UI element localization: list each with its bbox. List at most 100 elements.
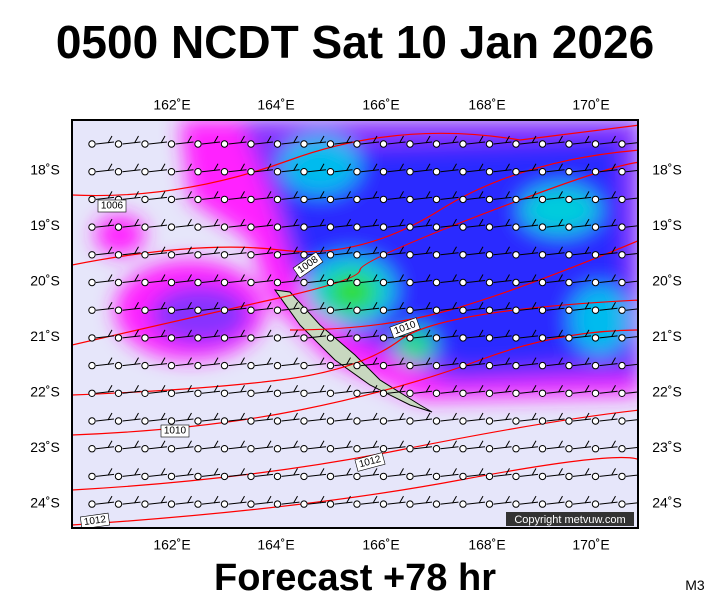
- barb-flag: [584, 246, 590, 255]
- station: [273, 195, 282, 204]
- lon-label: 168˚E: [468, 537, 505, 553]
- barb: [360, 335, 380, 339]
- barb: [440, 307, 459, 311]
- station: [591, 472, 600, 481]
- barb-flag: [319, 329, 325, 338]
- isobar-label: 1010: [160, 424, 190, 438]
- barb-flag: [452, 468, 457, 476]
- station: [300, 195, 308, 204]
- isobar-label-box: [354, 452, 386, 472]
- barb: [254, 418, 274, 422]
- barb: [122, 418, 141, 422]
- station: [273, 334, 282, 342]
- barb-flag: [187, 246, 192, 255]
- barb: [95, 141, 115, 145]
- barb-flag: [425, 301, 431, 310]
- barb-flag: [187, 163, 192, 171]
- barb-flag: [319, 163, 325, 171]
- barb-flag: [293, 191, 298, 199]
- station: [220, 251, 229, 259]
- barb-flag: [107, 495, 113, 504]
- barb: [546, 363, 565, 367]
- barb-flag: [452, 218, 457, 227]
- barb: [228, 224, 247, 228]
- station: [459, 140, 467, 148]
- barb-flag: [160, 246, 166, 255]
- station: [141, 278, 149, 287]
- barb: [360, 363, 380, 367]
- barb-flag: [399, 440, 404, 448]
- station: [247, 389, 255, 397]
- barb-flag: [266, 301, 272, 310]
- barb: [254, 169, 274, 173]
- barb-flag: [372, 329, 378, 338]
- station: [194, 251, 202, 259]
- station: [565, 361, 573, 370]
- station: [141, 195, 149, 204]
- barb: [413, 335, 433, 339]
- station: [379, 500, 388, 508]
- barb: [95, 335, 115, 339]
- barb: [228, 335, 247, 339]
- station: [591, 223, 600, 231]
- station: [326, 334, 335, 342]
- barb-flag: [346, 274, 351, 282]
- station: [326, 195, 335, 204]
- barb: [413, 196, 433, 200]
- barb: [307, 418, 327, 422]
- barb-flag: [293, 329, 298, 338]
- barb: [148, 252, 168, 256]
- barb: [599, 446, 618, 450]
- station: [485, 223, 494, 231]
- lon-label: 164˚E: [257, 537, 294, 553]
- barb: [281, 196, 300, 200]
- barb-flag: [240, 274, 245, 282]
- barb: [334, 335, 353, 339]
- barb: [281, 252, 300, 256]
- barb: [360, 473, 380, 477]
- barb-flag: [160, 301, 166, 310]
- barb: [519, 307, 539, 311]
- station: [353, 417, 361, 425]
- barb: [546, 141, 565, 145]
- station: [88, 472, 96, 481]
- station: [114, 334, 123, 342]
- barb: [625, 280, 638, 283]
- barb-flag: [584, 218, 590, 227]
- barb: [440, 252, 459, 256]
- barb-flag: [346, 329, 351, 338]
- isobar-label-text: 1006: [101, 201, 124, 212]
- station: [220, 195, 229, 204]
- barb: [254, 252, 274, 256]
- station: [406, 251, 414, 259]
- barb-flag: [134, 135, 139, 144]
- barb-flag: [319, 412, 325, 421]
- barb-flag: [452, 412, 457, 421]
- barb: [413, 363, 433, 367]
- barb-flag: [531, 412, 537, 421]
- barb: [175, 307, 194, 311]
- barb: [440, 224, 459, 228]
- station: [194, 140, 202, 148]
- barb: [493, 280, 512, 283]
- barb-flag: [531, 385, 537, 393]
- station: [167, 500, 176, 508]
- station: [273, 168, 282, 176]
- station: [300, 278, 308, 287]
- station: [538, 500, 547, 508]
- barb: [122, 363, 141, 367]
- barb-flag: [452, 357, 457, 365]
- barb: [148, 169, 168, 173]
- barb: [440, 418, 459, 422]
- barb: [572, 252, 592, 256]
- barb: [228, 280, 247, 283]
- barb: [519, 363, 539, 367]
- barb: [254, 363, 274, 367]
- station: [300, 500, 308, 508]
- barb: [360, 252, 380, 256]
- barb: [413, 307, 433, 311]
- lat-label: 20˚S: [30, 273, 60, 289]
- barb: [307, 224, 327, 228]
- station: [538, 417, 547, 425]
- barb: [493, 418, 512, 422]
